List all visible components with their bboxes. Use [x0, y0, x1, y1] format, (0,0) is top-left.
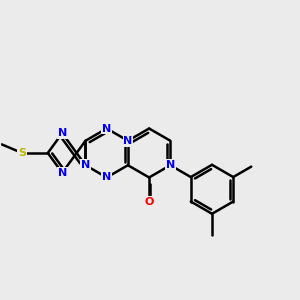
Text: N: N [166, 160, 175, 170]
Text: N: N [123, 136, 133, 146]
Text: N: N [58, 168, 67, 178]
Text: O: O [144, 197, 154, 207]
Text: S: S [18, 148, 26, 158]
Text: N: N [102, 172, 111, 182]
Text: N: N [58, 128, 67, 138]
Text: N: N [81, 160, 90, 170]
Text: N: N [102, 124, 111, 134]
